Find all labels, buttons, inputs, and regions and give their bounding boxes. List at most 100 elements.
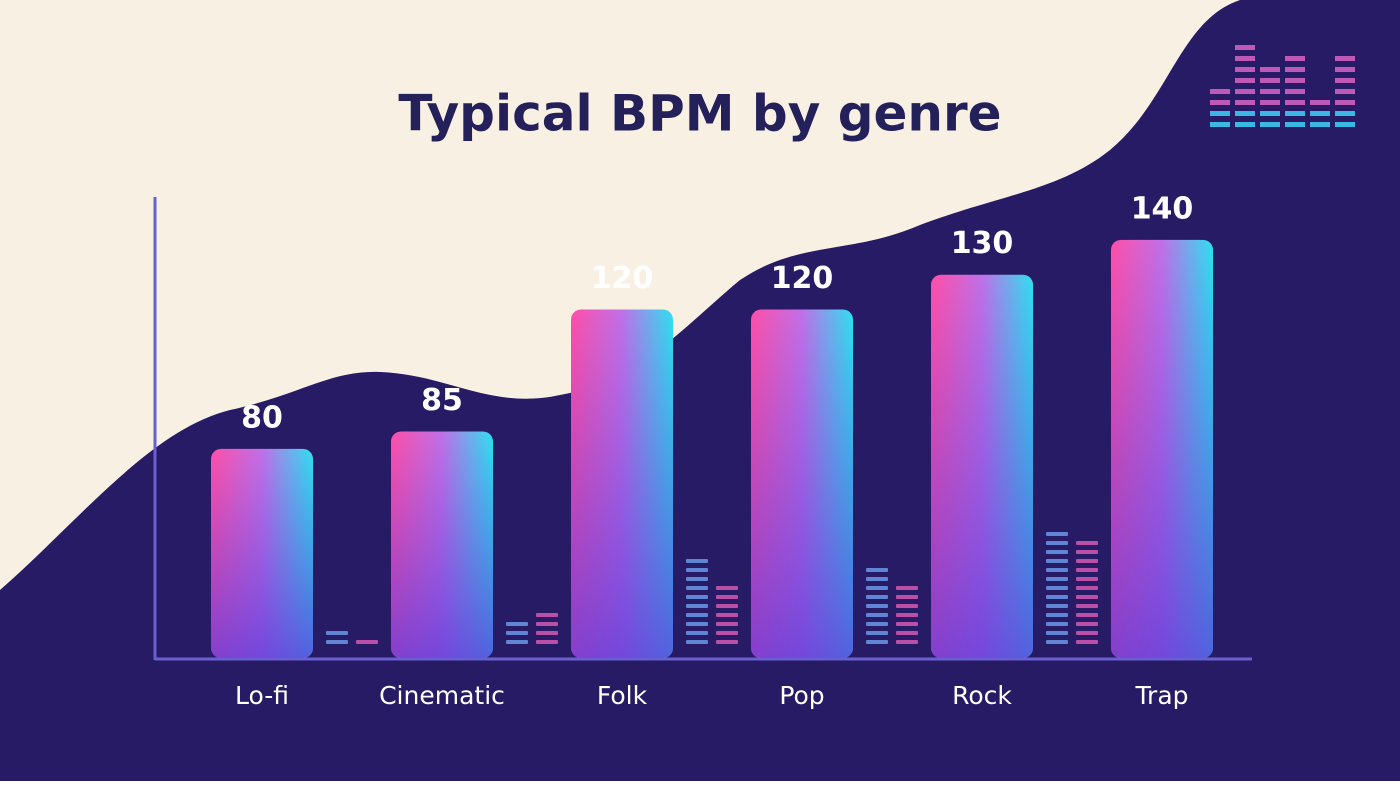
meter-bar [1310,100,1330,105]
meter-bar [866,640,888,644]
meter-bar [1046,613,1068,617]
meter-bar [866,631,888,635]
meter-bar [1076,568,1098,572]
meter-bar [1285,89,1305,94]
meter-bar [716,604,738,608]
value-label: 80 [241,400,283,435]
meter-bar [716,631,738,635]
meter-bar [686,613,708,617]
meter-bar [1335,56,1355,61]
meter-bar [1335,67,1355,72]
meter-bar [1076,604,1098,608]
meter-bar [1210,100,1230,105]
meter-bar [1076,595,1098,599]
meter-bar [1235,78,1255,83]
meter-bar [1046,541,1068,545]
meter-bar [506,631,528,635]
meter-bar [896,586,918,590]
chart-title: Typical BPM by genre [398,85,1001,143]
meter-bar [896,604,918,608]
meter-bar [686,559,708,563]
meter-bar [866,586,888,590]
meter-bar [1046,568,1068,572]
meter-bar [686,577,708,581]
meter-bar [1076,622,1098,626]
meter-bar [1285,67,1305,72]
meter-bar [1210,89,1230,94]
meter-bar [1260,67,1280,72]
meter-bar [1046,640,1068,644]
value-label: 120 [591,261,654,296]
meter-bar [866,604,888,608]
meter-bar [1046,595,1068,599]
meter-bar [866,613,888,617]
meter-bar [1260,100,1280,105]
meter-bar [686,595,708,599]
meter-bar [536,631,558,635]
meter-bar [686,631,708,635]
value-label: 85 [421,383,463,418]
meter-bar [1046,586,1068,590]
meter-bar [1210,122,1230,127]
meter-bar [1046,532,1068,536]
meter-bar [1285,100,1305,105]
meter-bar [866,595,888,599]
meter-bar [1076,613,1098,617]
bar-shade [391,431,493,658]
bar-shade [1111,239,1213,658]
meter-bar [1076,631,1098,635]
meter-bar [536,640,558,644]
meter-bar [1285,78,1305,83]
meter-bar [1076,577,1098,581]
meter-bar [1046,559,1068,563]
meter-bar [536,622,558,626]
meter-bar [1046,622,1068,626]
bar-shade [571,309,673,658]
meter-bar [1235,67,1255,72]
meter-bar [716,613,738,617]
x-tick-label: Cinematic [379,681,505,710]
meter-bar [1310,122,1330,127]
meter-bar [1285,56,1305,61]
value-label: 120 [771,261,834,296]
meter-bar [1046,550,1068,554]
meter-bar [356,640,378,644]
meter-bar [1046,604,1068,608]
meter-bar [896,631,918,635]
meter-bar [1235,56,1255,61]
x-tick-label: Pop [779,681,824,710]
meter-bar [506,640,528,644]
meter-bar [1335,122,1355,127]
meter-bar [1260,89,1280,94]
bar-shade [751,309,853,658]
meter-bar [1335,100,1355,105]
meter-bar [1235,122,1255,127]
x-tick-label: Lo-fi [235,681,289,710]
meter-bar [1235,45,1255,50]
meter-bar [1076,640,1098,644]
meter-bar [896,640,918,644]
meter-bar [326,631,348,635]
meter-bar [1260,122,1280,127]
meter-bar [1076,550,1098,554]
meter-bar [326,640,348,644]
meter-bar [716,622,738,626]
meter-bar [866,577,888,581]
meter-bar [1210,111,1230,116]
meter-bar [866,568,888,572]
meter-bar [1335,89,1355,94]
meter-bar [1076,559,1098,563]
meter-bar [1335,111,1355,116]
meter-bar [536,613,558,617]
x-tick-label: Folk [597,681,648,710]
value-label: 140 [1131,191,1194,226]
meter-bar [1235,89,1255,94]
meter-bar [686,622,708,626]
meter-bar [1260,78,1280,83]
meter-bar [1046,631,1068,635]
meter-bar [716,586,738,590]
meter-bar [686,568,708,572]
